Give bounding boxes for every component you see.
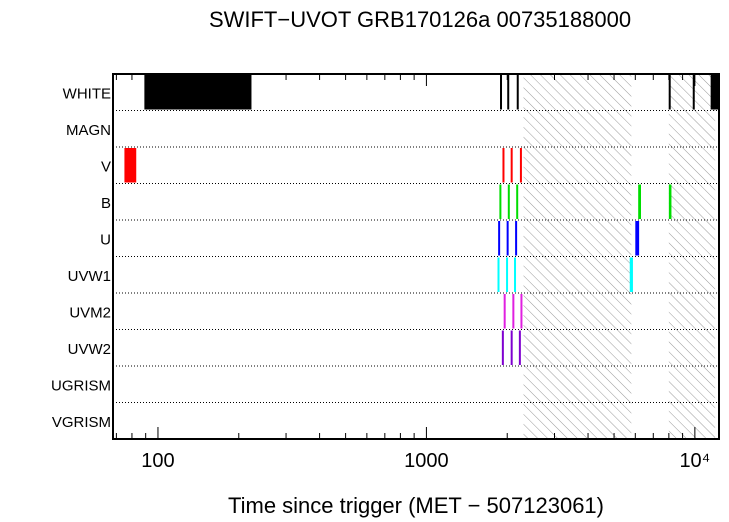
exposure-bar-b: [638, 184, 641, 219]
row-label-magn: MAGN: [66, 122, 111, 139]
chart-title: SWIFT−UVOT GRB170126a 00735188000: [209, 7, 631, 32]
row-label-v: V: [101, 158, 111, 175]
exposure-bar-u: [635, 221, 640, 256]
x-tick-label: 1000: [404, 450, 449, 472]
exposure-bar-white: [516, 75, 519, 110]
gap-region: [523, 74, 632, 439]
row-label-ugrism: UGRISM: [51, 377, 111, 394]
exposure-bar-b: [499, 184, 502, 219]
exposure-bar-uvw2: [510, 330, 513, 365]
exposure-bar-u: [498, 221, 501, 256]
row-label-vgrism: VGRISM: [52, 414, 111, 431]
exposure-bar-uvm2: [503, 294, 506, 329]
exposure-bar-white: [500, 75, 503, 110]
exposure-bar-u: [506, 221, 509, 256]
exposure-bar-uvw1: [629, 257, 633, 292]
exposure-bar-v: [510, 148, 513, 183]
gap-region: [668, 74, 716, 439]
plot-frame: [112, 73, 720, 440]
exposure-bar-uvm2: [520, 294, 523, 329]
exposure-bar-white: [710, 75, 719, 110]
x-tick-label: 100: [141, 450, 174, 472]
row-label-uvm2: UVM2: [69, 304, 111, 321]
x-tick-label: 10⁴: [679, 450, 710, 472]
exposure-bar-b: [668, 184, 672, 219]
row-label-b: B: [101, 195, 111, 212]
exposure-bar-white: [668, 75, 671, 110]
exposure-bar-white: [692, 75, 695, 110]
exposure-bar-uvw1: [497, 257, 500, 292]
exposure-bar-b: [516, 184, 519, 219]
exposure-bar-white: [507, 75, 510, 110]
exposure-bar-uvm2: [512, 294, 515, 329]
exposure-bar-v: [124, 148, 137, 183]
exposure-bar-v: [502, 148, 505, 183]
exposure-bar-white: [144, 75, 252, 110]
row-label-u: U: [100, 231, 111, 248]
exposure-bar-u: [515, 221, 518, 256]
exposure-bar-b: [507, 184, 510, 219]
exposure-bar-v: [519, 148, 522, 183]
exposure-bar-uvw2: [518, 330, 521, 365]
exposure-bar-uvw1: [514, 257, 517, 292]
row-label-uvw2: UVW2: [68, 341, 111, 358]
exposure-bar-uvw1: [506, 257, 509, 292]
row-label-white: WHITE: [63, 85, 111, 102]
x-axis-label: Time since trigger (MET − 507123061): [228, 493, 604, 518]
exposure-bars: [124, 75, 719, 365]
row-label-uvw1: UVW1: [68, 268, 111, 285]
filter-rows: WHITE MAGN V B U UVW1 UVM2 UVW2 UGRISM VGRISM: [51, 85, 719, 431]
exposure-bar-uvw2: [501, 330, 504, 365]
x-axis-ticks: 100 1000 10⁴: [115, 74, 710, 472]
